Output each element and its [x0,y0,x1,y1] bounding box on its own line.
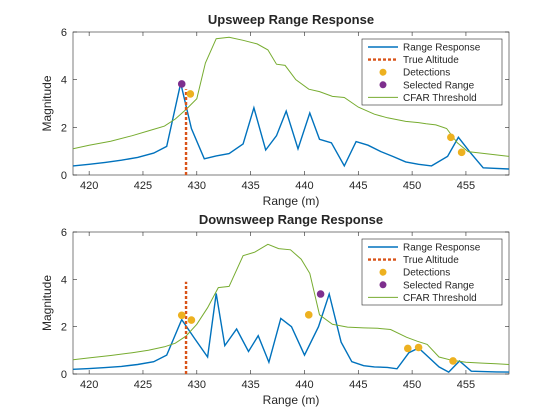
range-response-line [73,291,509,373]
detection-marker [404,344,412,353]
legend-label: True Altitude [403,255,459,266]
x-axis-label: Range (m) [263,194,320,208]
plot-title: Upsweep Range Response [208,12,374,27]
x-tick-label: 455 [457,180,475,192]
detection-marker [304,311,313,319]
y-axis-label: Magnitude [40,275,54,331]
x-tick-label: 445 [349,379,367,391]
detection-marker [414,343,423,352]
x-tick-label: 440 [295,379,313,391]
cfar-threshold-line [73,243,509,365]
selected-range-marker [316,290,325,298]
x-tick-label: 450 [403,180,421,192]
x-tick-label: 445 [349,180,367,192]
legend-label: CFAR Threshold [403,293,477,304]
y-tick-label: 6 [61,227,67,239]
legend-swatch-detections [379,68,387,76]
x-tick-label: 420 [80,379,98,391]
legend-label: CFAR Threshold [403,93,477,104]
legend-swatch-selected-range [379,81,387,89]
x-tick-label: 430 [188,180,206,192]
y-tick-label: 4 [61,274,67,286]
legend-label: Detections [403,268,450,279]
range-response-line [73,83,509,170]
legend-label: Selected Range [403,280,475,291]
plot-title: Downsweep Range Response [199,212,383,227]
x-tick-label: 435 [241,379,259,391]
x-tick-label: 450 [403,379,421,391]
legend-label: Selected Range [403,80,475,91]
detection-marker [186,90,195,98]
y-tick-label: 4 [61,75,67,87]
legend-label: Range Response [403,243,481,254]
detection-marker [449,357,457,365]
y-tick-label: 6 [61,27,67,39]
y-axis-label: Magnitude [40,75,54,131]
legend-label: Detections [403,68,450,79]
legend-label: Range Response [403,43,481,54]
y-tick-label: 2 [61,322,67,334]
x-tick-label: 430 [188,379,206,391]
y-tick-label: 2 [61,122,67,134]
detection-marker [177,311,186,320]
x-axis-label: Range (m) [263,393,320,407]
x-tick-label: 435 [241,180,259,192]
selected-range-marker [177,80,186,88]
plot-area [73,36,509,175]
x-tick-label: 425 [134,379,152,391]
legend-swatch-selected-range [379,281,387,289]
x-tick-label: 455 [457,379,475,391]
cfar-threshold-line [73,36,509,157]
x-tick-label: 440 [295,180,313,192]
subplot-upsweep: 420 425 430 435 440 445 450 455 0 2 4 6 Upsweep Rang… [40,12,510,208]
y-tick-label: 0 [61,170,67,182]
detection-marker [457,148,466,157]
detection-marker [447,133,455,142]
y-tick-label: 0 [61,369,67,381]
x-tick-label: 425 [134,180,152,192]
plot-area [73,243,509,374]
x-tick-label: 420 [80,180,98,192]
detection-marker [187,316,196,324]
subplot-downsweep: 420 425 430 435 440 445 450 455 0 2 4 6 Downsweep Ra… [40,212,510,407]
legend-label: True Altitude [403,55,459,66]
legend-swatch-detections [379,268,387,276]
